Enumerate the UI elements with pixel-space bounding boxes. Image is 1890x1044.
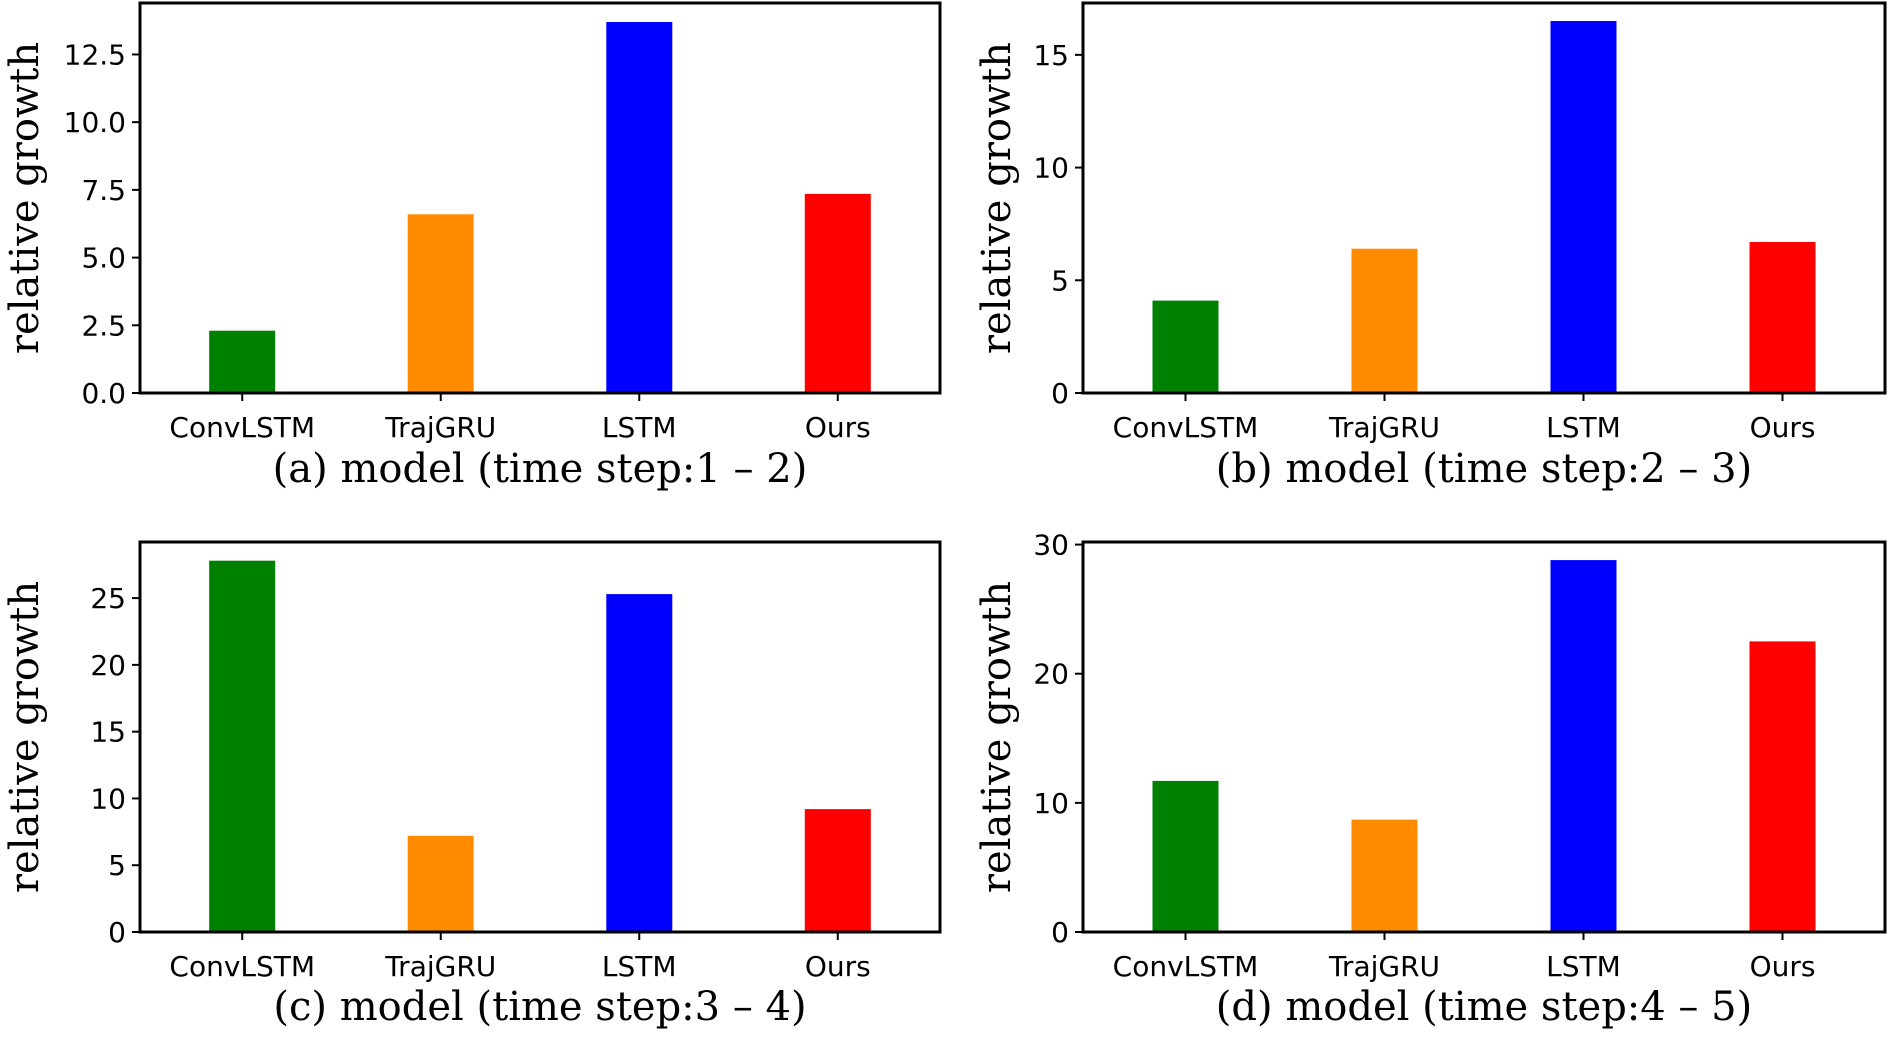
y-tick-label: 30 xyxy=(1033,529,1069,562)
x-tick-label-trajgru: TrajGRU xyxy=(1328,950,1440,983)
y-tick-label: 12.5 xyxy=(64,38,126,71)
panel-b: 0 5 10 15 ConvLSTM TrajGRU LSTM Ours relative gr… xyxy=(974,1,1887,492)
y-tick-label: 15 xyxy=(90,716,126,749)
panel-caption: (d) model (time step:4 – 5) xyxy=(1216,984,1752,1030)
plot-frame xyxy=(1081,1,1887,395)
plot-frame xyxy=(1081,540,1887,934)
y-axis-label: relative growth xyxy=(974,42,1020,354)
y-axis-label: relative growth xyxy=(2,581,48,893)
plot-frame xyxy=(138,1,942,395)
panel-a: 0.0 2.5 5.0 7.5 10.0 12.5 ConvLSTM TrajGRU LSTM O… xyxy=(2,1,942,492)
bar-convlstm xyxy=(1152,780,1219,932)
bar-ours xyxy=(1749,242,1816,393)
y-tick-label: 20 xyxy=(1033,658,1069,691)
x-tick-label-convlstm: ConvLSTM xyxy=(169,950,315,983)
bar-convlstm xyxy=(209,560,276,932)
bar-convlstm xyxy=(209,330,276,393)
bar-lstm xyxy=(606,22,673,393)
bar-trajgru xyxy=(407,835,474,932)
x-tick-label-lstm: LSTM xyxy=(602,411,677,444)
bar-lstm xyxy=(606,594,673,932)
x-tick-label-convlstm: ConvLSTM xyxy=(169,411,315,444)
y-tick-label: 0 xyxy=(1051,377,1069,410)
x-tick-label-lstm: LSTM xyxy=(1546,411,1621,444)
bar-trajgru xyxy=(1351,248,1418,393)
bar-convlstm xyxy=(1152,300,1219,393)
bar-ours xyxy=(804,193,871,393)
y-tick-label: 0 xyxy=(1051,916,1069,949)
bar-trajgru xyxy=(1351,819,1418,932)
y-axis-label: relative growth xyxy=(974,581,1020,893)
bar-lstm xyxy=(1550,560,1617,932)
x-tick-label-ours: Ours xyxy=(1750,950,1816,983)
y-tick-label: 0.0 xyxy=(81,377,126,410)
plot-frame xyxy=(138,540,942,934)
x-tick-label-lstm: LSTM xyxy=(602,950,677,983)
x-tick-label-trajgru: TrajGRU xyxy=(384,411,496,444)
y-tick-label: 10 xyxy=(1033,787,1069,820)
bar-ours xyxy=(804,809,871,932)
y-tick-label: 10.0 xyxy=(64,106,126,139)
bar-lstm xyxy=(1550,21,1617,393)
x-tick-label-trajgru: TrajGRU xyxy=(1328,411,1440,444)
y-tick-label: 5 xyxy=(108,849,126,882)
y-tick-label: 5.0 xyxy=(81,242,126,275)
panel-caption: (a) model (time step:1 – 2) xyxy=(273,446,808,492)
x-tick-label-trajgru: TrajGRU xyxy=(384,950,496,983)
y-tick-label: 25 xyxy=(90,582,126,615)
panel-caption: (b) model (time step:2 – 3) xyxy=(1216,446,1752,492)
y-tick-label: 7.5 xyxy=(81,174,126,207)
bar-trajgru xyxy=(407,214,474,394)
y-tick-label: 2.5 xyxy=(81,309,126,342)
x-tick-label-convlstm: ConvLSTM xyxy=(1113,411,1259,444)
y-tick-label: 20 xyxy=(90,649,126,682)
bar-ours xyxy=(1749,641,1816,932)
x-tick-label-ours: Ours xyxy=(805,950,871,983)
panel-c: 0 5 10 15 20 25 ConvLSTM TrajGRU LSTM Ours relativ… xyxy=(2,540,942,1030)
x-tick-label-lstm: LSTM xyxy=(1546,950,1621,983)
y-tick-label: 0 xyxy=(108,916,126,949)
panel-caption: (c) model (time step:3 – 4) xyxy=(273,984,806,1030)
x-tick-label-ours: Ours xyxy=(1750,411,1816,444)
y-tick-label: 15 xyxy=(1033,39,1069,72)
y-tick-label: 10 xyxy=(1033,152,1069,185)
y-tick-label: 5 xyxy=(1051,264,1069,297)
x-tick-label-ours: Ours xyxy=(805,411,871,444)
y-axis-label: relative growth xyxy=(2,42,48,354)
panel-d: 0 10 20 30 ConvLSTM TrajGRU LSTM Ours relative g… xyxy=(974,529,1887,1030)
y-tick-label: 10 xyxy=(90,782,126,815)
x-tick-label-convlstm: ConvLSTM xyxy=(1113,950,1259,983)
